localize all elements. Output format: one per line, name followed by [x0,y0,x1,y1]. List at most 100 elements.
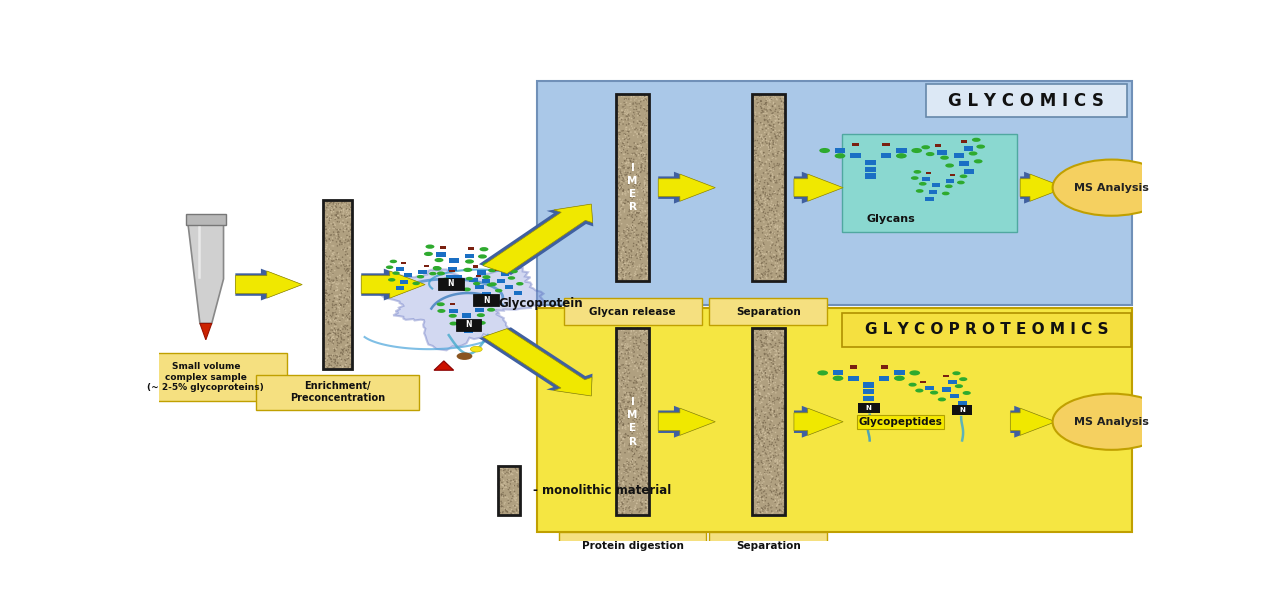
Point [631,401,651,411]
Point [624,182,645,192]
Point [339,269,359,279]
Point [614,413,634,423]
Point [765,459,786,469]
Point [319,345,339,354]
Point [614,481,634,491]
Point [332,245,353,255]
Point [769,323,789,333]
Point [614,494,634,503]
Bar [482,279,490,283]
Point [336,347,357,357]
Point [774,181,794,191]
Point [315,286,335,296]
Point [614,102,634,112]
Point [320,290,340,300]
Point [633,161,654,171]
Point [766,501,787,511]
Point [607,151,627,161]
Point [765,350,786,360]
Point [754,441,774,451]
Point [617,108,637,118]
Point [634,166,655,176]
Point [610,195,631,204]
Point [758,154,778,164]
Point [624,505,645,514]
Bar [473,294,499,306]
Text: N: N [448,279,454,288]
Point [317,353,338,363]
Point [313,334,334,344]
Point [315,278,335,288]
Point [313,311,334,320]
Point [321,260,341,269]
Point [634,412,655,421]
Point [495,499,515,509]
Point [747,204,768,213]
Point [317,196,338,206]
Point [316,203,336,213]
Point [340,337,360,347]
Point [617,454,637,463]
Point [774,124,794,134]
Point [629,447,650,457]
Point [628,366,648,376]
Point [633,471,654,481]
Point [629,247,650,257]
Point [627,107,647,117]
Point [634,364,655,374]
Point [631,349,651,359]
Point [768,496,788,505]
Point [607,510,627,519]
Point [754,182,774,192]
Point [613,139,633,148]
Point [755,496,775,506]
Point [330,237,350,246]
Point [632,218,652,227]
Point [319,254,339,264]
Point [764,484,784,494]
Point [755,159,775,168]
Point [615,365,636,375]
Point [607,233,627,243]
Point [617,341,637,351]
Point [609,255,629,264]
Point [763,325,783,335]
Point [613,134,633,144]
Point [607,443,627,453]
Point [766,138,787,148]
Point [760,461,780,471]
Point [624,469,645,478]
Point [751,393,772,403]
Point [336,358,357,367]
Bar [942,387,950,392]
Point [336,297,357,307]
Point [608,470,628,480]
Point [761,110,782,120]
Point [505,491,525,500]
Point [760,213,780,223]
Point [760,337,780,347]
Point [336,292,357,302]
Point [336,255,357,265]
Point [747,452,768,462]
Point [744,247,764,257]
Point [754,100,774,110]
Point [343,272,363,282]
Point [749,411,769,421]
Point [621,233,641,243]
Point [614,241,634,251]
Point [631,373,651,382]
Point [325,357,345,367]
Point [618,398,638,407]
Point [626,139,646,148]
Point [317,229,338,238]
Point [621,257,641,267]
Point [491,480,511,489]
Point [313,228,334,238]
Point [505,503,525,513]
Point [745,238,765,248]
Point [638,432,659,442]
Point [506,500,527,510]
FancyBboxPatch shape [558,532,707,559]
Point [613,472,633,482]
